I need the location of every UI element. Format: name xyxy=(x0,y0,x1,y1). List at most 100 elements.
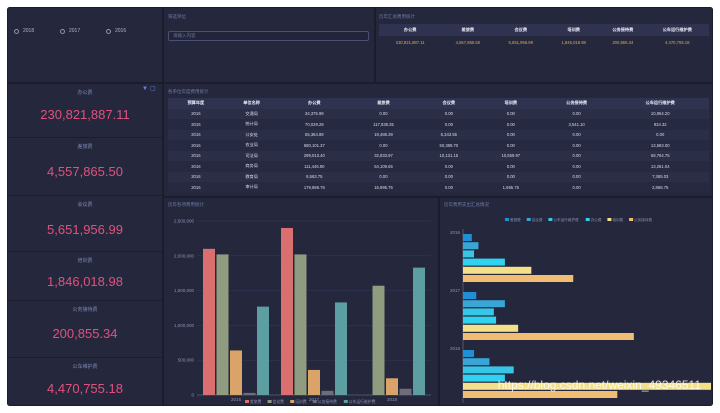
table-cell: 0.00 xyxy=(349,108,418,119)
table-cell: 0.00 xyxy=(541,161,612,172)
table-cell: 0.00 xyxy=(479,119,542,130)
table-cell: 934.32 xyxy=(611,119,709,130)
table-cell: 55,364.89 xyxy=(279,129,350,140)
bar-0-1 xyxy=(281,227,293,395)
watermark-text: https://blog.csdn.net/weixin_49346511 xyxy=(497,378,701,392)
table-cell: 3,541.10 xyxy=(541,119,612,130)
table-cell: 司法局 xyxy=(223,150,280,161)
table-cell: 16,995.75 xyxy=(349,182,418,193)
table-cell: 19,486.39 xyxy=(349,129,418,140)
search-title: 筛选单位 xyxy=(168,14,186,19)
bar-2-2 xyxy=(386,378,398,395)
bar-4-2 xyxy=(413,267,425,395)
table-cell: 7,365.03 xyxy=(611,171,709,182)
table-cell: 10,131.15 xyxy=(417,150,480,161)
export-icon[interactable]: ▢ xyxy=(150,86,156,92)
summary-header: 差旅费 xyxy=(441,24,495,36)
hbar-4-1 xyxy=(463,324,519,332)
table-row[interactable]: 2016 统计局 70,029.29 117,938.35 0.00 0.00 3,541.… xyxy=(168,119,709,130)
detail-header: 单位名称 xyxy=(223,98,280,109)
summary-value: 4,470,755.18 xyxy=(665,39,690,45)
hbar-0-0 xyxy=(463,234,472,241)
table-cell: 0.00 xyxy=(541,129,612,140)
detail-header: 培训费 xyxy=(479,98,542,109)
table-row[interactable]: 2016 商务局 111,445.90 54,109.65 0.00 0.00 0.00 13… xyxy=(168,161,709,172)
table-cell: 2016 xyxy=(168,108,224,119)
year-radio-2018[interactable]: 2018 xyxy=(14,28,34,34)
bar-3-1 xyxy=(321,390,334,395)
table-cell: 10,954.20 xyxy=(611,108,709,119)
kpi-divider xyxy=(7,137,163,138)
y-tick-label: 2018 xyxy=(450,346,461,351)
radio-icon xyxy=(106,28,111,34)
y-tick-label: 1,500,000 xyxy=(174,288,195,293)
y-tick-label: 1,000,000 xyxy=(174,323,195,328)
year-radio-2017[interactable]: 2017 xyxy=(60,28,80,34)
legend-swatch xyxy=(245,400,249,403)
year-radio-2016[interactable]: 2016 xyxy=(106,28,126,34)
table-cell: 117,938.35 xyxy=(349,119,418,130)
kpi-value-office: 230,821,887.11 xyxy=(40,107,130,122)
table-cell: 0.00 xyxy=(479,161,542,172)
table-cell: 2016 xyxy=(168,182,224,193)
legend-swatch xyxy=(607,218,612,221)
kpi-value-reception: 200,855.34 xyxy=(52,326,118,341)
legend-label: 培训费 xyxy=(612,217,623,222)
table-cell: 0.00 xyxy=(541,182,612,193)
table-cell: 34,375.99 xyxy=(279,108,350,119)
summary-value: 1,846,018.98 xyxy=(561,39,586,45)
kpi-column xyxy=(7,83,163,406)
table-cell: 0.00 xyxy=(417,119,480,130)
table-row[interactable]: 2016 司法局 299,013.40 32,833.97 10,131.15 10,55… xyxy=(168,150,709,161)
table-cell: 统计局 xyxy=(223,119,280,130)
table-row[interactable]: 2016 教育局 8,563.75 0.00 0.00 0.00 0.00 7,365.03 xyxy=(168,171,709,182)
kpi-divider xyxy=(7,300,163,301)
detail-title: 各单位年度费用统计 xyxy=(168,89,209,94)
summary-table-wrap: 办公费 差旅费 会议费 培训费 公务接待费 公车运行维护费 230,821,88… xyxy=(379,24,709,48)
legend-label: 公务接待费 xyxy=(634,217,652,222)
y-tick-label: 500,000 xyxy=(178,358,195,363)
radio-icon xyxy=(60,28,65,34)
summary-header: 办公费 xyxy=(379,24,442,36)
table-row[interactable]: 2016 农业局 580,101.37 0.00 50,389.70 0.00 0.00 13… xyxy=(168,140,709,151)
kpi-divider xyxy=(7,251,163,252)
filter-icon[interactable]: ▼ xyxy=(142,86,148,92)
table-cell: 交通局 xyxy=(223,108,280,119)
table-cell: 2,868.75 xyxy=(611,182,709,193)
y-tick-label: 2,500,000 xyxy=(174,219,195,224)
hbar-1-0 xyxy=(463,242,479,250)
summary-header: 公车运行维护费 xyxy=(645,24,709,36)
table-cell: 教育局 xyxy=(223,171,280,182)
table-cell: 0.00 xyxy=(417,182,480,193)
detail-header: 会议费 xyxy=(417,98,480,109)
bar-chart-title: 历年各项费用统计 xyxy=(168,202,204,207)
table-row[interactable]: 2016 交通局 34,375.99 0.00 0.00 0.00 0.00 10,954.2… xyxy=(168,108,709,119)
table-cell: 2016 xyxy=(168,161,224,172)
table-cell: 0.00 xyxy=(349,171,418,182)
table-row[interactable]: 2016 公安处 55,364.89 19,486.39 6,343.55 0.00 0.0… xyxy=(168,129,709,140)
kpi-label-training: 培训费 xyxy=(77,258,93,264)
table-cell: 公安处 xyxy=(223,129,280,140)
table-cell: 111,445.90 xyxy=(279,161,350,172)
hbar-0-2 xyxy=(463,350,475,357)
y-tick-label: 2017 xyxy=(450,288,461,293)
table-cell: 0.00 xyxy=(479,129,542,140)
legend-label: 差旅费 xyxy=(250,399,262,404)
table-row[interactable]: 2016 审计局 179,898.76 16,995.75 0.00 1,695.75 0.… xyxy=(168,182,709,193)
summary-header: 培训费 xyxy=(547,24,601,36)
hbar-2-1 xyxy=(463,308,494,316)
table-cell: 0.00 xyxy=(417,108,480,119)
table-cell: 299,013.40 xyxy=(279,150,350,161)
legend-swatch xyxy=(267,400,272,403)
legend-swatch xyxy=(312,400,317,403)
bar-3-0 xyxy=(243,392,256,395)
table-cell: 0.00 xyxy=(479,171,542,182)
search-input[interactable]: 请输入内容 xyxy=(168,31,369,41)
bar-1-2 xyxy=(372,285,385,395)
kpi-value-vehicle: 4,470,755.18 xyxy=(47,381,123,396)
summary-value: 5,651,956.99 xyxy=(508,39,533,45)
table-cell: 70,029.29 xyxy=(279,119,350,130)
yearly-bar-chart: 0 500,000 1,000,000 1,500,000 2,000,000 2,500… xyxy=(174,219,431,404)
year-label: 2017 xyxy=(69,28,81,34)
table-cell: 审计局 xyxy=(223,182,280,193)
